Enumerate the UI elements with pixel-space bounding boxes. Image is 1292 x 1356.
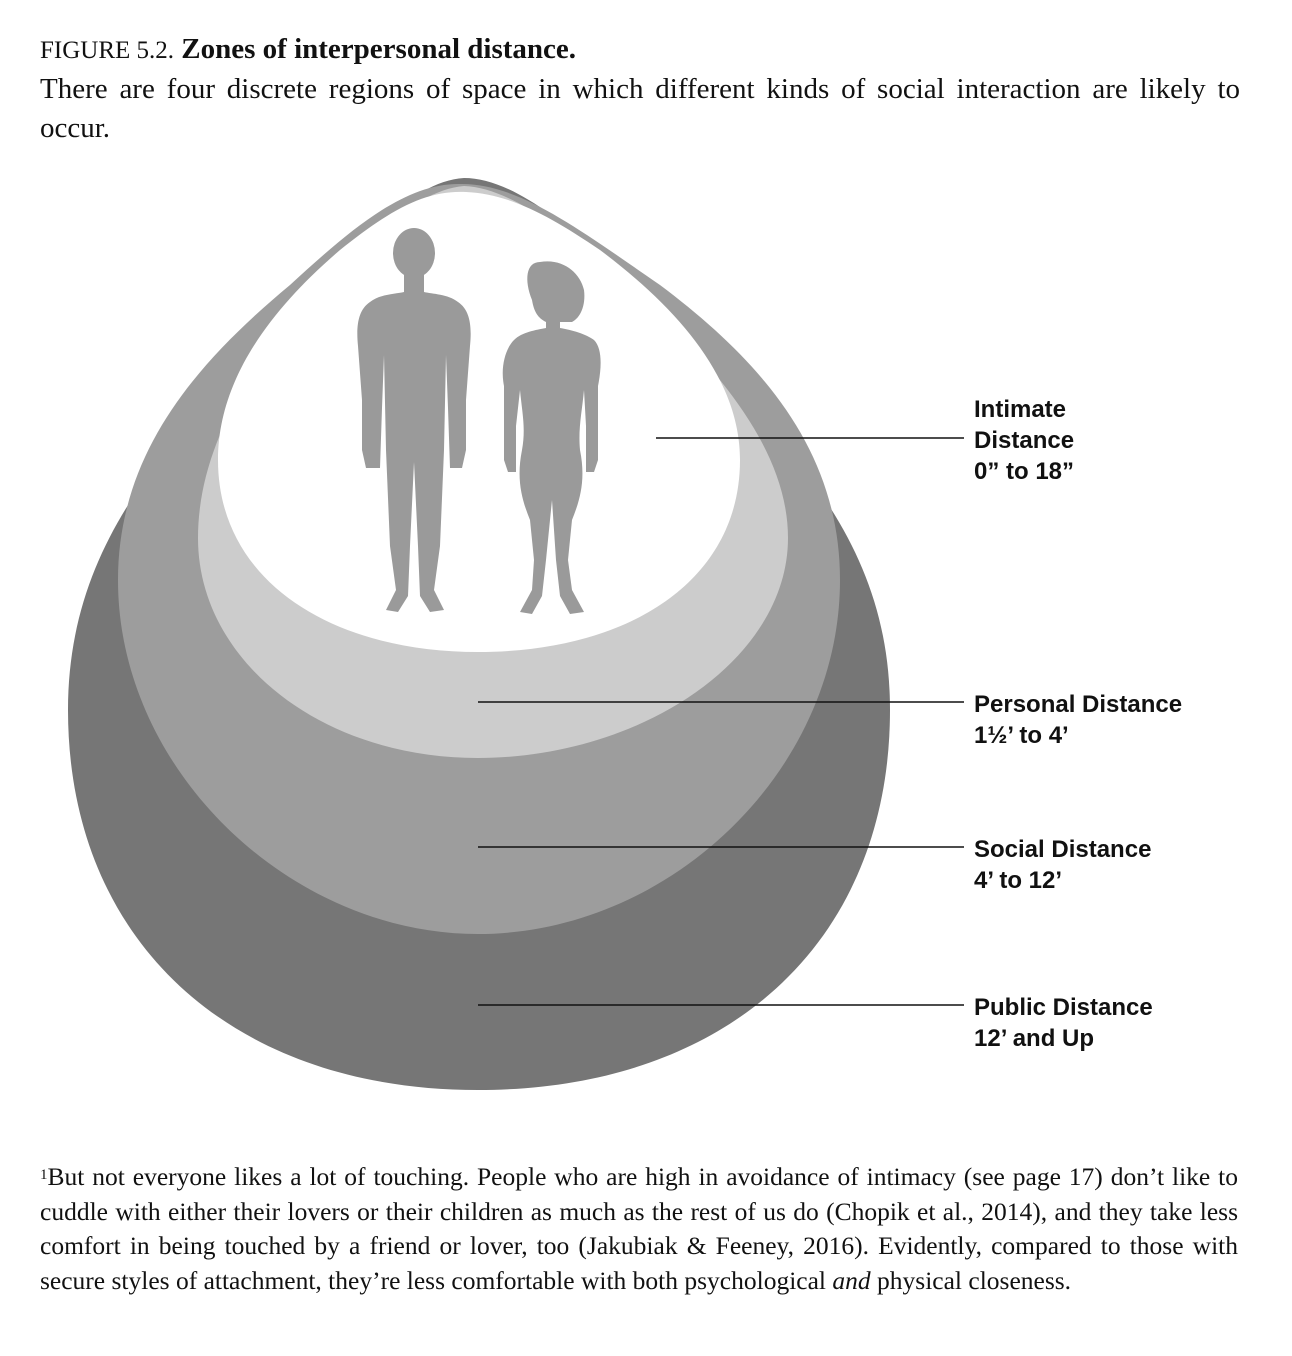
footnote-marker: 1 (40, 1167, 48, 1183)
intimate-label-name: Intimate (974, 396, 1067, 423)
footnote: 1But not everyone likes a lot of touchin… (40, 1160, 1238, 1298)
public-label-range: 12’ and Up (974, 1025, 1095, 1052)
footnote-emphasis: and (832, 1265, 871, 1295)
footnote-text-end: physical closeness. (870, 1265, 1072, 1295)
figure-number: FIGURE 5.2. (40, 37, 175, 64)
personal-distance-label: Personal Distance 1½’ to 4’ (974, 689, 1182, 751)
personal-label-range: 1½’ to 4’ (974, 722, 1069, 749)
public-distance-label: Public Distance 12’ and Up (974, 992, 1153, 1054)
male-silhouette (357, 228, 471, 612)
intimate-distance-label: Intimate Distance 0” to 18” (974, 394, 1074, 487)
public-label-name: Public Distance (974, 994, 1153, 1021)
figure-caption-body: There are four discrete regions of space… (40, 73, 1240, 144)
personal-label-name: Personal Distance (974, 691, 1183, 718)
social-distance-label: Social Distance 4’ to 12’ (974, 834, 1151, 896)
interpersonal-distance-diagram (68, 178, 964, 1090)
social-label-name: Social Distance (974, 836, 1152, 863)
social-label-range: 4’ to 12’ (974, 867, 1063, 894)
intimate-label-range: 0” to 18” (974, 458, 1075, 485)
figure-caption: FIGURE 5.2. Zones of interpersonal dista… (40, 30, 1240, 148)
intimate-label-name-line2: Distance (974, 427, 1075, 454)
female-silhouette (502, 261, 601, 614)
intimate-zone-shape (218, 191, 740, 652)
footnote-text: But not everyone likes a lot of touching… (40, 1162, 1238, 1295)
figure-title: Zones of interpersonal distance. (181, 33, 577, 65)
